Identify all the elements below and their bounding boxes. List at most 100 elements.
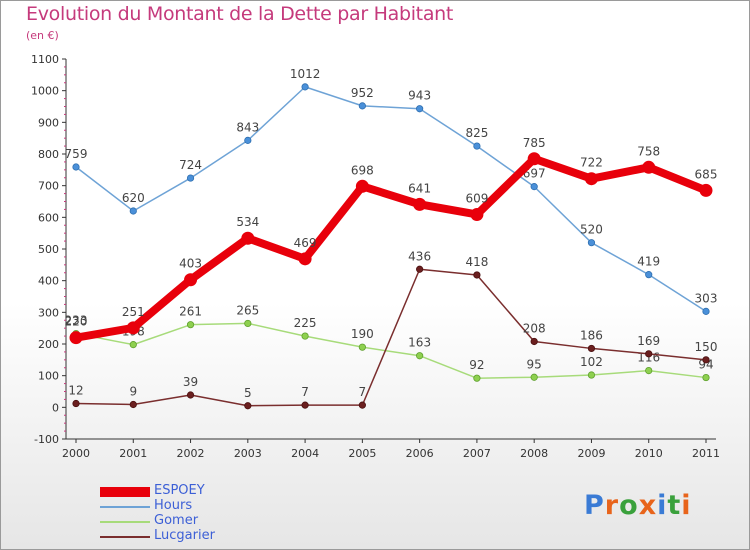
data-point-lucgarier	[416, 265, 424, 273]
data-point-espoey	[527, 152, 541, 166]
data-point-gomer	[186, 321, 195, 329]
data-label-lucgarier: 12	[68, 384, 83, 398]
x-tick-label: 2010	[635, 447, 663, 460]
legend: ESPOEY Hours Gomer Lucgarier	[100, 483, 300, 544]
data-point-gomer	[244, 319, 252, 328]
proxiti-logo: Proxiti	[584, 490, 692, 521]
data-point-lucgarier	[645, 350, 653, 358]
data-label-gomer: 190	[351, 327, 374, 341]
legend-item-gomer: Gomer	[100, 513, 300, 529]
data-point-hours	[358, 102, 366, 110]
data-point-hours	[244, 136, 252, 144]
data-point-hours	[72, 163, 80, 171]
y-tick-label: 600	[38, 211, 59, 224]
data-point-hours	[416, 105, 424, 113]
y-tick-label: 500	[38, 243, 59, 256]
data-point-hours	[702, 307, 710, 315]
data-label-espoey: 251	[122, 305, 145, 319]
y-tick-label: 900	[38, 116, 59, 129]
x-tick-label: 2009	[577, 447, 605, 460]
data-point-hours	[530, 183, 538, 191]
x-tick-label: 2004	[291, 447, 319, 460]
x-tick-label: 2002	[177, 447, 205, 460]
data-point-gomer	[301, 332, 309, 340]
data-point-lucgarier	[129, 400, 137, 409]
data-label-espoey: 758	[637, 144, 660, 158]
data-point-espoey	[584, 172, 598, 186]
legend-label-hours: Hours	[154, 498, 193, 513]
data-point-espoey	[355, 179, 369, 193]
data-point-espoey	[241, 231, 255, 245]
legend-item-lucgarier: Lucgarier	[100, 528, 300, 544]
data-point-lucgarier	[301, 401, 309, 409]
data-point-lucgarier	[473, 271, 481, 279]
data-label-hours: 697	[523, 167, 546, 181]
data-point-gomer	[473, 374, 481, 382]
data-label-espoey: 641	[408, 181, 431, 195]
data-label-espoey: 609	[465, 191, 488, 205]
data-point-hours	[129, 207, 137, 215]
data-point-lucgarier	[72, 399, 80, 408]
x-tick-label: 2008	[520, 447, 548, 460]
x-tick-label: 2000	[62, 447, 90, 460]
legend-swatch-espoey	[100, 486, 150, 497]
y-tick-label: 100	[38, 370, 59, 383]
data-label-hours: 952	[351, 86, 374, 100]
data-label-gomer: 261	[179, 305, 202, 319]
x-tick-label: 2007	[463, 447, 491, 460]
data-point-espoey	[699, 183, 713, 197]
data-point-espoey	[126, 321, 140, 335]
data-label-lucgarier: 9	[129, 384, 137, 398]
series-line-gomer	[75, 322, 707, 379]
data-label-espoey: 785	[523, 136, 546, 150]
data-point-lucgarier	[530, 337, 538, 346]
data-point-gomer	[416, 352, 424, 360]
data-label-espoey: 469	[294, 236, 317, 250]
logo-letter: x	[638, 490, 658, 521]
data-label-hours: 943	[408, 89, 431, 103]
data-label-gomer: 163	[408, 336, 431, 350]
series-line-hours	[75, 86, 707, 313]
data-label-hours: 724	[179, 158, 202, 172]
logo-letter: r	[604, 490, 620, 521]
data-point-lucgarier	[358, 401, 366, 409]
y-tick-label: 700	[38, 180, 59, 193]
y-tick-label: 0	[52, 401, 59, 414]
chart-title: Evolution du Montant de la Dette par Hab…	[26, 3, 454, 25]
data-label-lucgarier: 208	[523, 321, 546, 335]
y-tick-label: 200	[38, 338, 59, 351]
data-label-lucgarier: 169	[637, 334, 660, 348]
legend-swatch-hours	[100, 505, 150, 508]
data-point-hours	[301, 83, 309, 91]
data-label-hours: 419	[637, 255, 660, 269]
data-label-espoey: 685	[695, 167, 718, 181]
data-point-espoey	[470, 207, 484, 221]
legend-label-lucgarier: Lucgarier	[154, 528, 215, 543]
data-label-lucgarier: 5	[244, 386, 252, 400]
data-label-espoey: 403	[179, 257, 202, 271]
y-tick-label: -100	[34, 433, 59, 446]
data-label-hours: 825	[465, 126, 488, 140]
data-label-gomer: 233	[65, 314, 88, 328]
y-tick-label: 1000	[31, 85, 59, 98]
data-label-lucgarier: 150	[695, 340, 718, 354]
y-tick-label: 1100	[31, 53, 59, 66]
data-label-gomer: 102	[580, 355, 603, 369]
logo-letter: i	[657, 490, 668, 521]
data-label-gomer: 94	[698, 358, 713, 372]
series-line-espoey	[72, 154, 710, 342]
x-tick-label: 2005	[348, 447, 376, 460]
chart-subtitle: (en €)	[26, 29, 59, 42]
data-point-gomer	[587, 371, 596, 379]
logo-letter: o	[619, 490, 639, 521]
data-label-gomer: 92	[469, 358, 484, 372]
data-point-gomer	[530, 373, 538, 381]
data-label-hours: 303	[695, 291, 718, 305]
logo-letter: P	[584, 490, 605, 521]
legend-label-gomer: Gomer	[154, 513, 199, 528]
data-label-hours: 1012	[290, 67, 321, 81]
legend-item-hours: Hours	[100, 498, 300, 514]
data-point-lucgarier	[702, 356, 710, 364]
